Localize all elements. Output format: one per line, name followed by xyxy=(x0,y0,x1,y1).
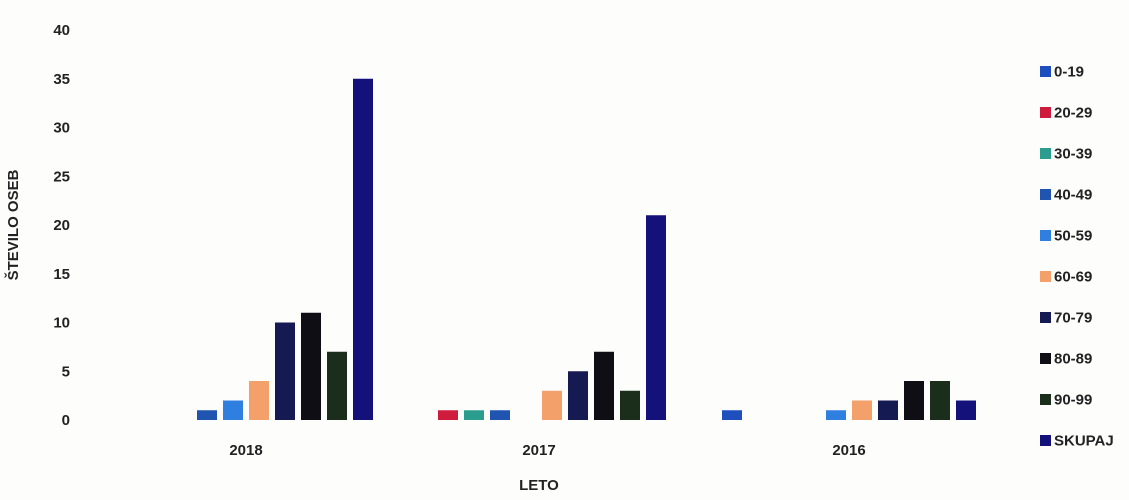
bar-2017-30-39 xyxy=(464,410,484,420)
legend-swatch xyxy=(1040,353,1051,364)
legend-label: 20-29 xyxy=(1054,105,1092,122)
bar-2017-70-79 xyxy=(568,371,588,420)
bar-2016-80-89 xyxy=(904,381,924,420)
y-tick-label: 0 xyxy=(62,412,70,429)
y-tick-label: 20 xyxy=(53,217,70,234)
y-tick-label: 35 xyxy=(53,71,70,88)
bar-2018-90-99 xyxy=(327,351,347,420)
legend-swatch xyxy=(1040,189,1051,200)
legend-swatch xyxy=(1040,148,1051,159)
bar-2018-70-79 xyxy=(275,322,295,420)
bars xyxy=(197,78,976,420)
y-axis-title: ŠTEVILO OSEB xyxy=(4,169,22,280)
bar-2018-40-49 xyxy=(197,410,217,420)
legend-swatch xyxy=(1040,435,1051,446)
y-tick-label: 5 xyxy=(62,363,70,380)
x-tick-label: 2016 xyxy=(832,442,865,459)
bar-2017-20-29 xyxy=(438,410,458,420)
x-tick-label: 2018 xyxy=(229,442,262,459)
legend-label: SKUPAJ xyxy=(1054,433,1114,450)
legend-swatch xyxy=(1040,107,1051,118)
bar-2017-SKUPAJ xyxy=(646,215,666,420)
bar-2018-80-89 xyxy=(301,312,321,420)
legend-swatch xyxy=(1040,394,1051,405)
bar-2018-SKUPAJ xyxy=(353,78,373,420)
bar-2016-50-59 xyxy=(826,410,846,420)
bar-2017-40-49 xyxy=(490,410,510,420)
legend-label: 90-99 xyxy=(1054,392,1092,409)
x-axis-ticks: 2018 2017 2016 xyxy=(229,442,865,459)
bar-2017-80-89 xyxy=(594,351,614,420)
legend-label: 40-49 xyxy=(1054,187,1092,204)
legend-swatch xyxy=(1040,230,1051,241)
legend: 0-19 20-29 30-39 40-49 50-59 60-69 70-79 80-89 9… xyxy=(1040,64,1114,450)
bar-2016-SKUPAJ xyxy=(956,400,976,420)
bar-2017-90-99 xyxy=(620,390,640,420)
x-tick-label: 2017 xyxy=(522,442,555,459)
bar-2017-60-69 xyxy=(542,390,562,420)
bar-2016-90-99 xyxy=(930,381,950,420)
x-axis-title: LETO xyxy=(519,477,559,494)
legend-swatch xyxy=(1040,271,1051,282)
y-tick-label: 30 xyxy=(53,120,70,137)
legend-swatch xyxy=(1040,312,1051,323)
bar-2016-70-79 xyxy=(878,400,898,420)
y-tick-label: 10 xyxy=(53,315,70,332)
y-tick-label: 15 xyxy=(53,266,70,283)
legend-label: 80-89 xyxy=(1054,351,1092,368)
legend-label: 30-39 xyxy=(1054,146,1092,163)
bar-2018-50-59 xyxy=(223,400,243,420)
y-tick-label: 25 xyxy=(53,168,70,185)
legend-label: 0-19 xyxy=(1054,64,1084,81)
y-axis-ticks: 0 5 10 15 20 25 30 35 40 xyxy=(53,22,70,429)
legend-label: 60-69 xyxy=(1054,269,1092,286)
bar-2016-60-69 xyxy=(852,400,872,420)
bar-2016-0-19 xyxy=(722,410,742,420)
legend-swatch xyxy=(1040,66,1051,77)
legend-label: 70-79 xyxy=(1054,310,1092,327)
y-tick-label: 40 xyxy=(53,22,70,39)
bar-2018-60-69 xyxy=(249,381,269,420)
legend-label: 50-59 xyxy=(1054,228,1092,245)
